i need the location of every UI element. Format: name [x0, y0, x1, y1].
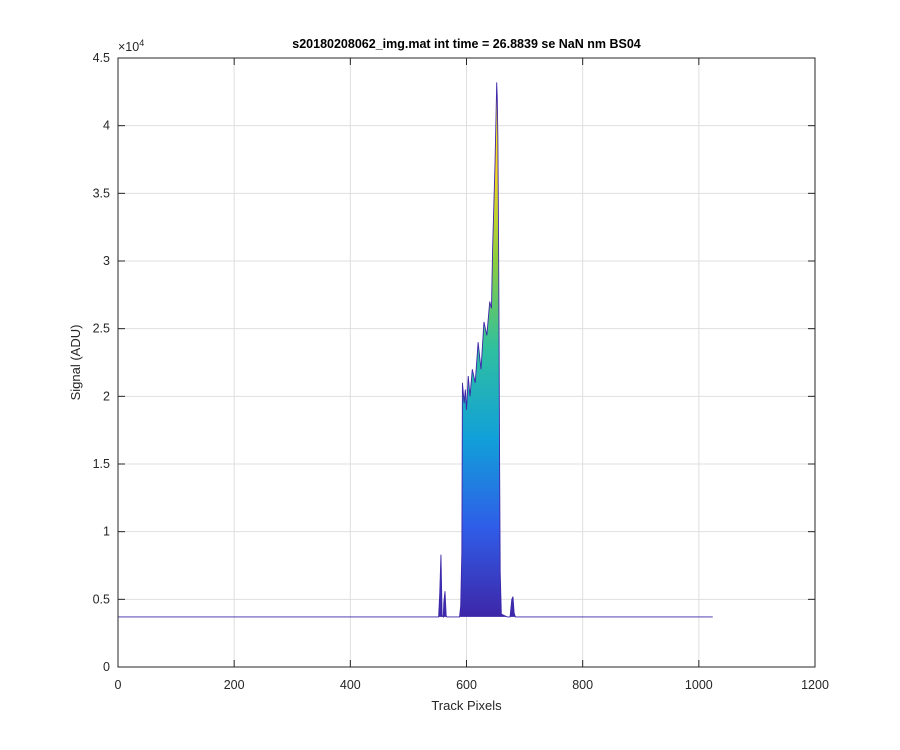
y-tick-label: 3.5 [93, 186, 110, 200]
y-axis-label: Signal (ADU) [68, 325, 83, 401]
y-tick-label: 1 [103, 525, 110, 539]
y-tick-label: 4.5 [93, 51, 110, 65]
y-tick-label: 1.5 [93, 457, 110, 471]
x-tick-label: 600 [456, 678, 477, 692]
y-tick-label: 2 [103, 389, 110, 403]
x-tick-label: 800 [572, 678, 593, 692]
x-tick-label: 200 [224, 678, 245, 692]
y-exponent-label: ×104 [118, 38, 144, 54]
x-tick-label: 1200 [801, 678, 829, 692]
chart-title: s20180208062_img.mat int time = 26.8839 … [292, 37, 641, 51]
x-tick-label: 400 [340, 678, 361, 692]
signal-area [118, 82, 713, 617]
y-tick-label: 0.5 [93, 592, 110, 606]
signal-line [118, 82, 713, 617]
x-tick-label: 0 [115, 678, 122, 692]
y-tick-label: 0 [103, 660, 110, 674]
y-tick-label: 2.5 [93, 322, 110, 336]
x-axis-label: Track Pixels [431, 698, 502, 713]
y-tick-label: 3 [103, 254, 110, 268]
data-layer [118, 82, 713, 617]
y-tick-label: 4 [103, 119, 110, 133]
x-tick-label: 1000 [685, 678, 713, 692]
